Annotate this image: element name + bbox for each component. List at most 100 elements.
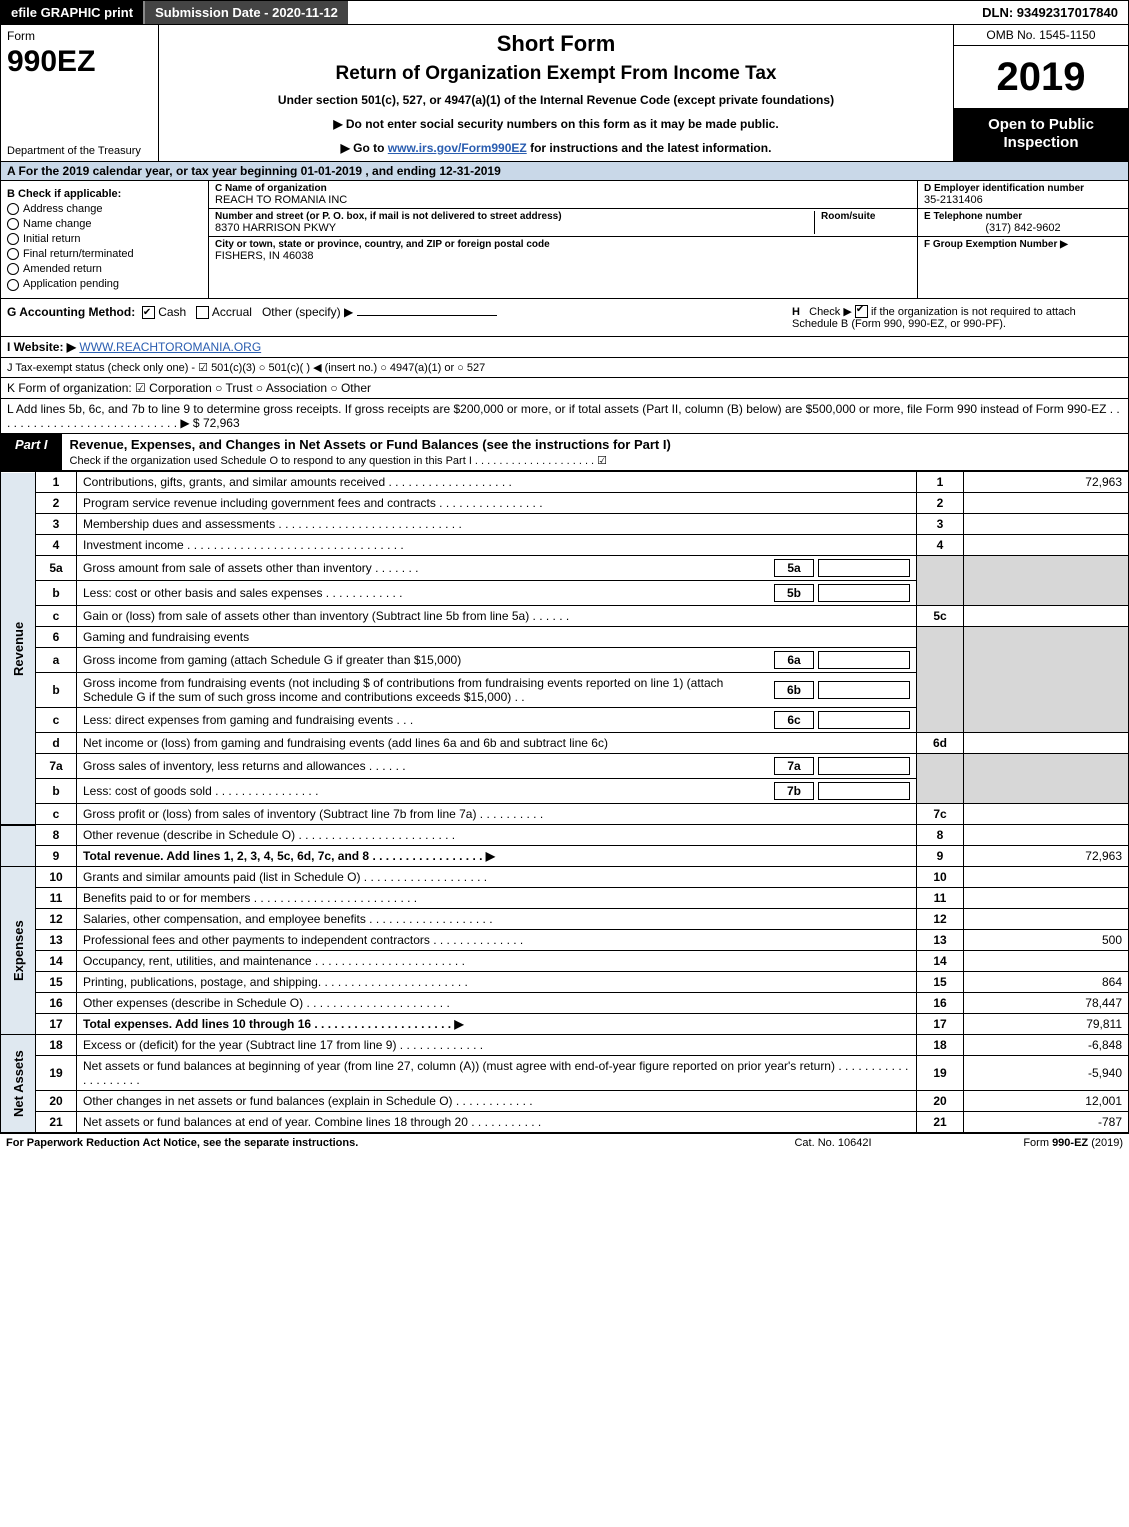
row-6-num: 6	[36, 627, 77, 648]
sub3-pre: ▶ Go to	[341, 141, 388, 155]
tel-cell: E Telephone number (317) 842-9602	[918, 209, 1128, 237]
row-4-amt	[964, 535, 1129, 556]
form-header: Form 990EZ Department of the Treasury Sh…	[0, 25, 1129, 162]
row-17-code: 17	[917, 1014, 964, 1035]
row-10-amt	[964, 867, 1129, 888]
part-i-bar: Part I Revenue, Expenses, and Changes in…	[0, 434, 1129, 471]
row-17-desc: Total expenses. Add lines 10 through 16 …	[77, 1014, 917, 1035]
form-word: Form	[7, 29, 152, 43]
open-public-badge: Open to Public Inspection	[954, 108, 1128, 162]
submission-date: Submission Date - 2020-11-12	[143, 1, 348, 24]
row-21-amt: -787	[964, 1112, 1129, 1133]
row-5c-amt	[964, 606, 1129, 627]
row-10-code: 10	[917, 867, 964, 888]
ein-cell: D Employer identification number 35-2131…	[918, 181, 1128, 209]
grey-7ab	[917, 754, 964, 804]
i-label: I Website: ▶	[7, 340, 76, 354]
grey-6abc	[917, 627, 964, 733]
row-5c-desc: Gain or (loss) from sale of assets other…	[77, 606, 917, 627]
id-info: D Employer identification number 35-2131…	[917, 181, 1128, 298]
row-13-amt: 500	[964, 930, 1129, 951]
gross-receipts-row: L Add lines 5b, 6c, and 7b to line 9 to …	[0, 399, 1129, 434]
h-checkbox[interactable]	[855, 305, 868, 318]
entity-block: B Check if applicable: Address change Na…	[0, 181, 1129, 299]
grey-7ab-amt	[964, 754, 1129, 804]
row-3-num: 3	[36, 514, 77, 535]
efile-badge[interactable]: efile GRAPHIC print	[1, 1, 143, 24]
row-1-code: 1	[917, 472, 964, 493]
header-mid: Short Form Return of Organization Exempt…	[159, 25, 953, 161]
row-4-code: 4	[917, 535, 964, 556]
room-label: Room/suite	[821, 211, 911, 222]
tel: (317) 842-9602	[924, 222, 1122, 234]
spacer	[348, 1, 972, 24]
gh-row: G Accounting Method: Cash Accrual Other …	[0, 299, 1129, 338]
b-title: B Check if applicable:	[7, 188, 202, 200]
other-input[interactable]	[357, 315, 497, 316]
row-10-desc: Grants and similar amounts paid (list in…	[77, 867, 917, 888]
row-20-amt: 12,001	[964, 1091, 1129, 1112]
row-11-amt	[964, 888, 1129, 909]
b-item-1[interactable]: Name change	[7, 218, 202, 230]
header-left: Form 990EZ Department of the Treasury	[1, 25, 159, 161]
row-5a-desc: Gross amount from sale of assets other t…	[77, 556, 917, 581]
b-item-3[interactable]: Final return/terminated	[7, 248, 202, 260]
row-7c-code: 7c	[917, 804, 964, 825]
row-2-desc: Program service revenue including govern…	[77, 493, 917, 514]
short-form-title: Short Form	[169, 31, 943, 57]
row-12-amt	[964, 909, 1129, 930]
l-text: L Add lines 5b, 6c, and 7b to line 9 to …	[7, 402, 1120, 430]
row-6d-num: d	[36, 733, 77, 754]
row-5b-desc: Less: cost or other basis and sales expe…	[77, 581, 917, 606]
grey-5ab-amt	[964, 556, 1129, 606]
row-18-num: 18	[36, 1035, 77, 1056]
row-8-desc: Other revenue (describe in Schedule O) .…	[77, 825, 917, 846]
row-14-num: 14	[36, 951, 77, 972]
row-11-desc: Benefits paid to or for members . . . . …	[77, 888, 917, 909]
row-1-amt: 72,963	[964, 472, 1129, 493]
b-item-4[interactable]: Amended return	[7, 263, 202, 275]
row-21-num: 21	[36, 1112, 77, 1133]
row-10-num: 10	[36, 867, 77, 888]
check-if-applicable: B Check if applicable: Address change Na…	[1, 181, 209, 298]
street-label: Number and street (or P. O. box, if mail…	[215, 211, 814, 222]
tax-year: 2019	[954, 46, 1128, 108]
subtitle-2: ▶ Do not enter social security numbers o…	[169, 117, 943, 131]
row-9-code: 9	[917, 846, 964, 867]
row-12-num: 12	[36, 909, 77, 930]
g-other: Other (specify) ▶	[262, 305, 353, 319]
row-3-code: 3	[917, 514, 964, 535]
row-12-desc: Salaries, other compensation, and employ…	[77, 909, 917, 930]
org-name-cell: C Name of organization REACH TO ROMANIA …	[209, 181, 917, 209]
row-16-desc: Other expenses (describe in Schedule O) …	[77, 993, 917, 1014]
row-6d-desc: Net income or (loss) from gaming and fun…	[77, 733, 917, 754]
row-7a-desc: Gross sales of inventory, less returns a…	[77, 754, 917, 779]
tel-label: E Telephone number	[924, 211, 1122, 222]
row-2-amt	[964, 493, 1129, 514]
street: 8370 HARRISON PKWY	[215, 222, 814, 234]
revenue-side-label: Revenue	[1, 472, 36, 825]
page-footer: For Paperwork Reduction Act Notice, see …	[0, 1133, 1129, 1152]
row-21-code: 21	[917, 1112, 964, 1133]
org-city-cell: City or town, state or province, country…	[209, 237, 917, 264]
irs-link[interactable]: www.irs.gov/Form990EZ	[388, 141, 527, 155]
org-name-label: C Name of organization	[215, 183, 911, 194]
row-16-code: 16	[917, 993, 964, 1014]
return-title: Return of Organization Exempt From Incom…	[169, 63, 943, 85]
org-street-cell: Number and street (or P. O. box, if mail…	[209, 209, 917, 237]
footer-right: Form 990-EZ (2019)	[923, 1137, 1123, 1149]
row-7c-num: c	[36, 804, 77, 825]
website-link[interactable]: WWW.REACHTOROMANIA.ORG	[79, 340, 261, 354]
row-18-code: 18	[917, 1035, 964, 1056]
sub3-post: for instructions and the latest informat…	[527, 141, 772, 155]
row-20-num: 20	[36, 1091, 77, 1112]
cash-checkbox[interactable]	[142, 306, 155, 319]
b-item-5[interactable]: Application pending	[7, 278, 202, 290]
b-item-2[interactable]: Initial return	[7, 233, 202, 245]
row-4-num: 4	[36, 535, 77, 556]
row-14-code: 14	[917, 951, 964, 972]
accrual-checkbox[interactable]	[196, 306, 209, 319]
g-cash: Cash	[158, 305, 186, 319]
b-item-0[interactable]: Address change	[7, 203, 202, 215]
tax-exempt-row: J Tax-exempt status (check only one) - ☑…	[0, 358, 1129, 378]
